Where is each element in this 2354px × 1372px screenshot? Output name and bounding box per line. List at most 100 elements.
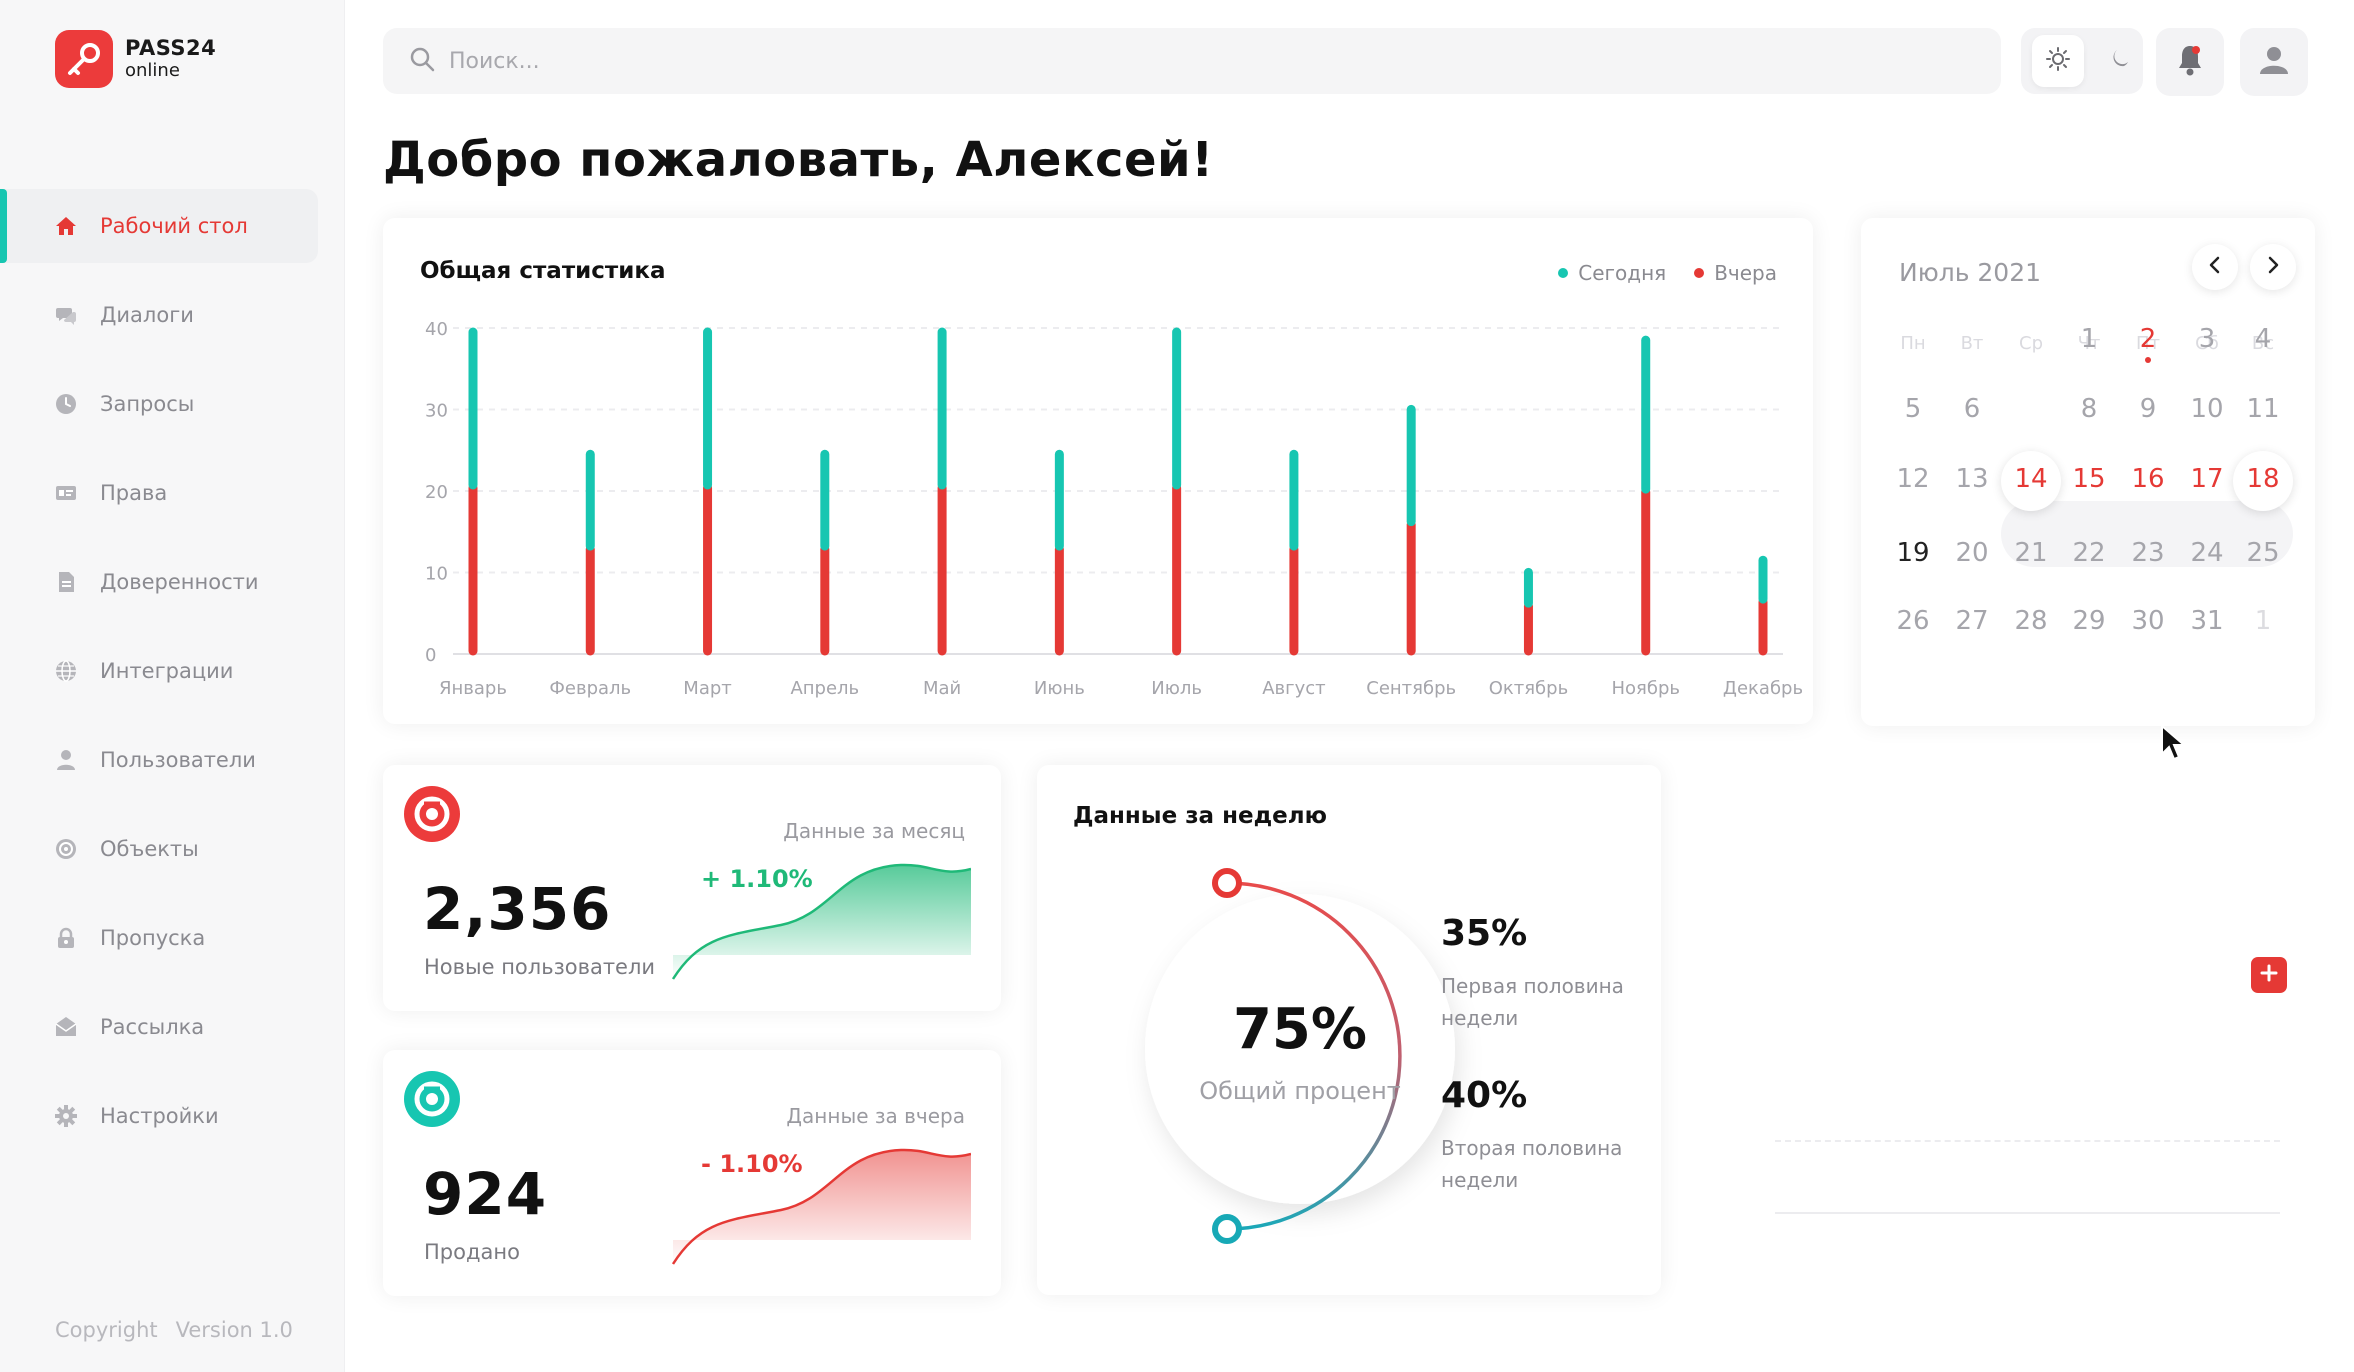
calendar-day[interactable]: 30	[2131, 606, 2165, 636]
calendar-prev-button[interactable]	[2192, 244, 2238, 290]
calendar-card: Июль 2021 Пн Вт Ср Чт Пт Сб Вс 1 2 3 4 5 6 8 9 10 11 12 13…	[1861, 218, 2315, 726]
sidebar: PASS24 online Рабочий стол Диалоги Запро…	[0, 0, 345, 1372]
sidebar-item-dialogs[interactable]: Диалоги	[0, 278, 345, 352]
mouse-cursor-icon	[2161, 724, 2187, 761]
calendar-day[interactable]: 2	[2139, 324, 2157, 354]
legend-today-label: Сегодня	[1578, 261, 1667, 285]
calendar-dow: Пн	[1900, 333, 1926, 354]
users-sparkline	[671, 863, 971, 980]
sidebar-item-rights[interactable]: Права	[0, 456, 345, 530]
logo-sub: online	[125, 60, 180, 81]
moon-icon[interactable]	[2106, 46, 2132, 76]
notifications-button[interactable]	[2156, 28, 2224, 96]
calendar-day[interactable]: 24	[2190, 538, 2224, 568]
calendar-day[interactable]: 14	[2014, 464, 2048, 494]
calendar-next-button[interactable]	[2250, 244, 2296, 290]
calendar-day[interactable]: 29	[2072, 606, 2106, 636]
calendar-day[interactable]: 17	[2190, 464, 2224, 494]
x-tick-label: Март	[683, 678, 731, 699]
welcome-prefix: Добро пожаловать,	[383, 132, 956, 188]
search-input[interactable]	[449, 48, 1849, 74]
week-title: Данные за неделю	[1073, 803, 1327, 829]
calendar-day[interactable]: 26	[1896, 606, 1930, 636]
calendar-day[interactable]: 8	[2080, 394, 2098, 424]
welcome-heading: Добро пожаловать, Алексей!	[383, 132, 1214, 188]
sidebar-item-mailing[interactable]: Рассылка	[0, 990, 345, 1064]
y-tick-label: 40	[425, 319, 448, 340]
legend-today: Сегодня	[1558, 261, 1666, 285]
y-tick-label: 10	[425, 564, 448, 585]
light-theme-button[interactable]	[2032, 35, 2084, 87]
sidebar-item-passes[interactable]: Пропуска	[0, 901, 345, 975]
calendar-day[interactable]: 19	[1896, 538, 1930, 568]
x-tick-label: Ноябрь	[1611, 678, 1680, 699]
logo[interactable]: PASS24 online	[55, 30, 216, 88]
legend-dot-yesterday	[1694, 268, 1705, 278]
sidebar-item-label: Интеграции	[100, 659, 234, 683]
sidebar-item-settings[interactable]: Настройки	[0, 1079, 345, 1153]
calendar-day[interactable]: 25	[2246, 538, 2280, 568]
sold-card: Данные за вчера - 1.10% 924 Продано	[383, 1050, 1001, 1296]
calendar-day[interactable]: 1	[2080, 324, 2098, 354]
theme-toggle[interactable]	[2021, 28, 2143, 94]
calendar-day[interactable]: 18	[2246, 464, 2280, 494]
sold-sparkline	[671, 1148, 971, 1265]
calendar-day[interactable]: 21	[2014, 538, 2048, 568]
calendar-day[interactable]: 22	[2072, 538, 2106, 568]
calendar-dow: Вс	[2251, 333, 2275, 354]
calendar-day[interactable]: 5	[1904, 394, 1922, 424]
lock-icon	[54, 926, 78, 950]
avatar-icon	[2257, 43, 2291, 81]
sidebar-item-users[interactable]: Пользователи	[0, 723, 345, 797]
first-half-pct: 35%	[1441, 913, 1528, 954]
footer: Copyright Version 1.0	[55, 1318, 311, 1342]
profile-button[interactable]	[2240, 28, 2308, 96]
calendar-day[interactable]: 13	[1955, 464, 1989, 494]
legend-yesterday: Вчера	[1694, 261, 1777, 285]
calendar-day[interactable]: 3	[2198, 324, 2216, 354]
week-end-marker	[1212, 1214, 1242, 1244]
sidebar-item-label: Рассылка	[100, 1015, 205, 1039]
sidebar-item-powers-of-attorney[interactable]: Доверенности	[0, 545, 345, 619]
calendar-day[interactable]: 12	[1896, 464, 1930, 494]
sidebar-item-requests[interactable]: Запросы	[0, 367, 345, 441]
calendar-day[interactable]: 1	[2254, 606, 2272, 636]
search-bar[interactable]	[383, 28, 2001, 94]
calendar-day[interactable]: 16	[2131, 464, 2165, 494]
logo-name: PASS24	[125, 36, 217, 60]
calendar-day[interactable]: 10	[2190, 394, 2224, 424]
users-value: 2,356	[423, 875, 612, 943]
second-half-pct: 40%	[1441, 1075, 1528, 1116]
sidebar-item-label: Права	[100, 481, 168, 505]
calendar-day[interactable]: 20	[1955, 538, 1989, 568]
calendar-day[interactable]: 9	[2139, 394, 2157, 424]
calendar-day[interactable]: 4	[2254, 324, 2272, 354]
calendar-day[interactable]: 28	[2014, 606, 2048, 636]
version-text: Version 1.0	[175, 1318, 293, 1342]
clock-icon	[54, 392, 78, 416]
sidebar-item-dashboard[interactable]: Рабочий стол	[0, 189, 318, 263]
calendar-day[interactable]: 23	[2131, 538, 2165, 568]
calendar-day[interactable]: 27	[1955, 606, 1989, 636]
sold-value: 924	[423, 1160, 548, 1228]
document-icon	[54, 570, 78, 594]
id-card-icon	[54, 481, 78, 505]
calendar-day[interactable]: 15	[2072, 464, 2106, 494]
sidebar-item-integrations[interactable]: Интеграции	[0, 634, 345, 708]
calendar-dow: Чт	[2077, 333, 2101, 354]
divider-dashed	[1775, 1140, 2280, 1142]
target-icon	[54, 837, 78, 861]
calendar-day[interactable]: 6	[1963, 394, 1981, 424]
x-tick-label: Май	[923, 678, 961, 699]
gear-icon	[54, 1104, 78, 1128]
calendar-day[interactable]: 11	[2246, 394, 2280, 424]
first-half-label: Первая половина недели	[1441, 974, 1624, 1030]
sidebar-item-objects[interactable]: Объекты	[0, 812, 345, 886]
sidebar-item-label: Настройки	[100, 1104, 219, 1128]
x-tick-label: Январь	[439, 678, 507, 699]
calendar-dow: Вт	[1960, 333, 1984, 354]
calendar-day[interactable]: 31	[2190, 606, 2224, 636]
x-tick-label: Июль	[1151, 678, 1202, 699]
key-icon	[55, 30, 113, 88]
add-button[interactable]	[2251, 957, 2287, 993]
